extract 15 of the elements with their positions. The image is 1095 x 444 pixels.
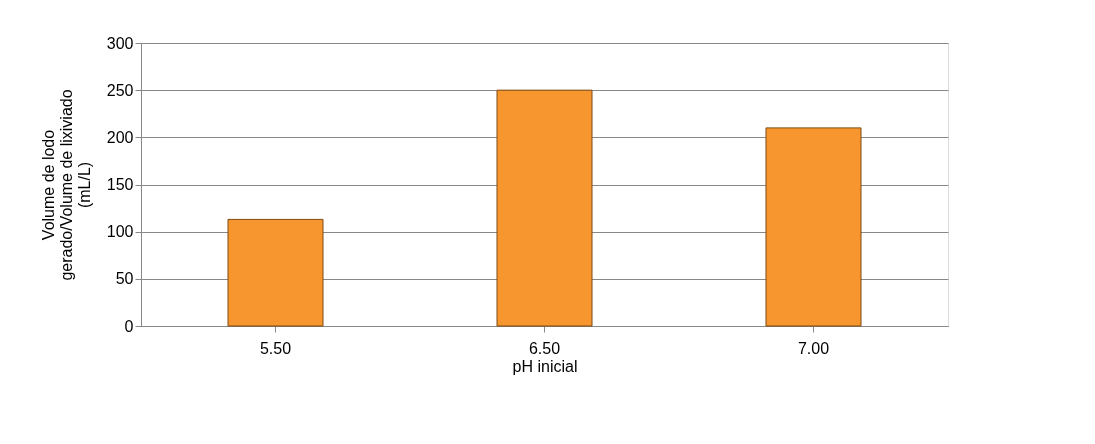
x-tick-label: 5.50 — [259, 339, 292, 357]
bar — [496, 89, 593, 327]
y-tick-label: 0 — [124, 317, 134, 335]
x-axis-title: pH inicial — [512, 357, 578, 375]
y-tick-label: 150 — [106, 176, 134, 193]
y-axis-title: Volume de lodo gerado/Volume de lixiviado (mL/L) — [39, 89, 93, 281]
bar — [227, 218, 324, 327]
x-tick-label: 6.50 — [528, 339, 561, 357]
y-tick-label: 250 — [106, 81, 134, 99]
y-tick-label: 50 — [115, 270, 134, 288]
x-tick-label: 7.00 — [797, 339, 830, 357]
bar — [765, 127, 862, 327]
y-tick-label: 200 — [106, 128, 134, 146]
y-tick-label: 300 — [106, 34, 134, 52]
y-tick-label: 100 — [106, 223, 134, 241]
